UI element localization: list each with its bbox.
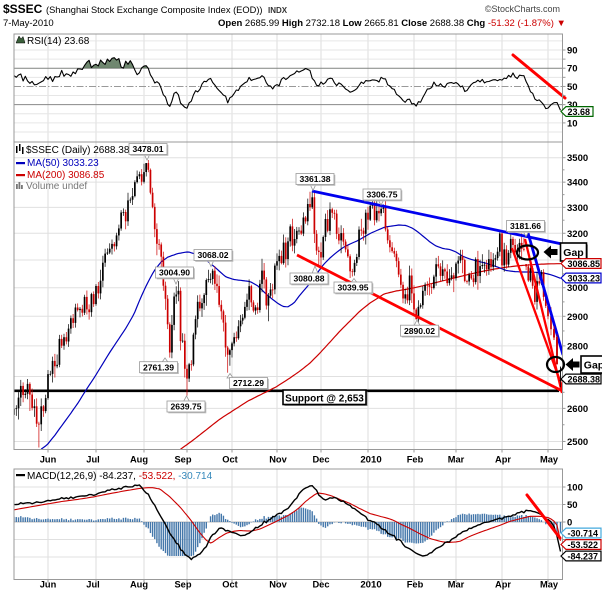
svg-text:Gap: Gap bbox=[584, 360, 602, 372]
svg-text:Aug: Aug bbox=[130, 455, 148, 465]
svg-text:3500: 3500 bbox=[567, 153, 588, 164]
svg-text:Support @ 2,653: Support @ 2,653 bbox=[285, 393, 364, 404]
svg-text:RSI(14) 23.68: RSI(14) 23.68 bbox=[27, 36, 90, 47]
svg-text:2010: 2010 bbox=[360, 580, 381, 591]
svg-text:Gap: Gap bbox=[563, 247, 583, 259]
svg-text:May: May bbox=[540, 455, 559, 465]
svg-text:23.68: 23.68 bbox=[568, 107, 591, 117]
svg-text:50: 50 bbox=[567, 500, 578, 511]
svg-text:2639.75: 2639.75 bbox=[170, 402, 201, 412]
svg-text:Nov: Nov bbox=[269, 455, 287, 465]
svg-text:Volume undef: Volume undef bbox=[26, 181, 87, 192]
svg-text:2688.38: 2688.38 bbox=[568, 374, 601, 384]
svg-text:$SSEC (Daily) 2688.38: $SSEC (Daily) 2688.38 bbox=[26, 145, 130, 156]
svg-text:-53.522: -53.522 bbox=[568, 540, 599, 550]
svg-text:3004.90: 3004.90 bbox=[159, 268, 190, 278]
svg-text:0: 0 bbox=[567, 518, 572, 529]
svg-text:2600: 2600 bbox=[567, 404, 588, 415]
svg-text:Nov: Nov bbox=[269, 580, 287, 590]
svg-text:Oct: Oct bbox=[222, 580, 238, 590]
svg-text:©StockCharts.com: ©StockCharts.com bbox=[485, 4, 560, 14]
svg-text:2500: 2500 bbox=[567, 437, 588, 448]
svg-text:3033.23: 3033.23 bbox=[568, 273, 601, 283]
svg-text:Sep: Sep bbox=[174, 580, 191, 590]
svg-text:Jul: Jul bbox=[86, 455, 99, 465]
svg-text:INDX: INDX bbox=[268, 6, 288, 15]
svg-text:Mar: Mar bbox=[448, 455, 465, 465]
svg-text:MA(50) 3033.23: MA(50) 3033.23 bbox=[27, 158, 99, 169]
svg-text:Jul: Jul bbox=[86, 580, 99, 590]
svg-text:(Shanghai Stock Exchange Compo: (Shanghai Stock Exchange Composite Index… bbox=[46, 5, 263, 15]
svg-text:3039.95: 3039.95 bbox=[337, 283, 368, 293]
svg-text:3181.66: 3181.66 bbox=[510, 221, 541, 231]
svg-text:-84.237: -84.237 bbox=[568, 551, 599, 561]
svg-text:3400: 3400 bbox=[567, 178, 588, 189]
svg-text:3068.02: 3068.02 bbox=[197, 250, 228, 260]
svg-text:3000: 3000 bbox=[567, 283, 588, 294]
svg-text:7-May-2010: 7-May-2010 bbox=[3, 18, 54, 29]
svg-text:Oct: Oct bbox=[222, 455, 238, 465]
svg-text:3200: 3200 bbox=[567, 229, 588, 240]
svg-text:3086.85: 3086.85 bbox=[568, 259, 601, 269]
svg-text:Aug: Aug bbox=[130, 580, 148, 590]
svg-text:May: May bbox=[540, 580, 559, 590]
svg-text:Feb: Feb bbox=[407, 580, 424, 590]
svg-text:2800: 2800 bbox=[567, 341, 588, 352]
svg-text:2900: 2900 bbox=[567, 312, 588, 323]
svg-text:2010: 2010 bbox=[360, 455, 381, 466]
svg-text:3478.01: 3478.01 bbox=[132, 144, 163, 154]
svg-text:90: 90 bbox=[567, 46, 578, 57]
svg-text:Jun: Jun bbox=[40, 455, 57, 465]
svg-text:2761.39: 2761.39 bbox=[143, 362, 174, 372]
svg-text:-30.714: -30.714 bbox=[568, 528, 599, 538]
svg-text:3300: 3300 bbox=[567, 203, 588, 214]
svg-text:100: 100 bbox=[567, 483, 583, 494]
svg-text:2890.02: 2890.02 bbox=[404, 326, 435, 336]
svg-text:3080.88: 3080.88 bbox=[293, 274, 324, 284]
svg-text:70: 70 bbox=[567, 64, 578, 75]
svg-text:50: 50 bbox=[567, 82, 578, 93]
svg-text:Apr: Apr bbox=[495, 455, 511, 465]
svg-text:3361.38: 3361.38 bbox=[299, 174, 330, 184]
svg-text:Sep: Sep bbox=[174, 455, 191, 465]
svg-text:Apr: Apr bbox=[495, 580, 511, 590]
svg-text:$SSEC: $SSEC bbox=[3, 2, 43, 16]
svg-text:MA(200) 3086.85: MA(200) 3086.85 bbox=[27, 170, 105, 181]
svg-text:10: 10 bbox=[567, 118, 578, 129]
svg-text:MACD(12,26,9) -84.237, -53.522: MACD(12,26,9) -84.237, -53.522, -30.714 bbox=[27, 471, 213, 482]
svg-text:Open 2685.99 High 2732.18: Open 2685.99 High 2732.18 Low 2665.81 Cl… bbox=[218, 18, 566, 29]
svg-text:2712.29: 2712.29 bbox=[233, 378, 264, 388]
svg-text:Dec: Dec bbox=[312, 455, 329, 465]
svg-text:Feb: Feb bbox=[407, 455, 424, 465]
svg-text:3306.75: 3306.75 bbox=[366, 190, 397, 200]
